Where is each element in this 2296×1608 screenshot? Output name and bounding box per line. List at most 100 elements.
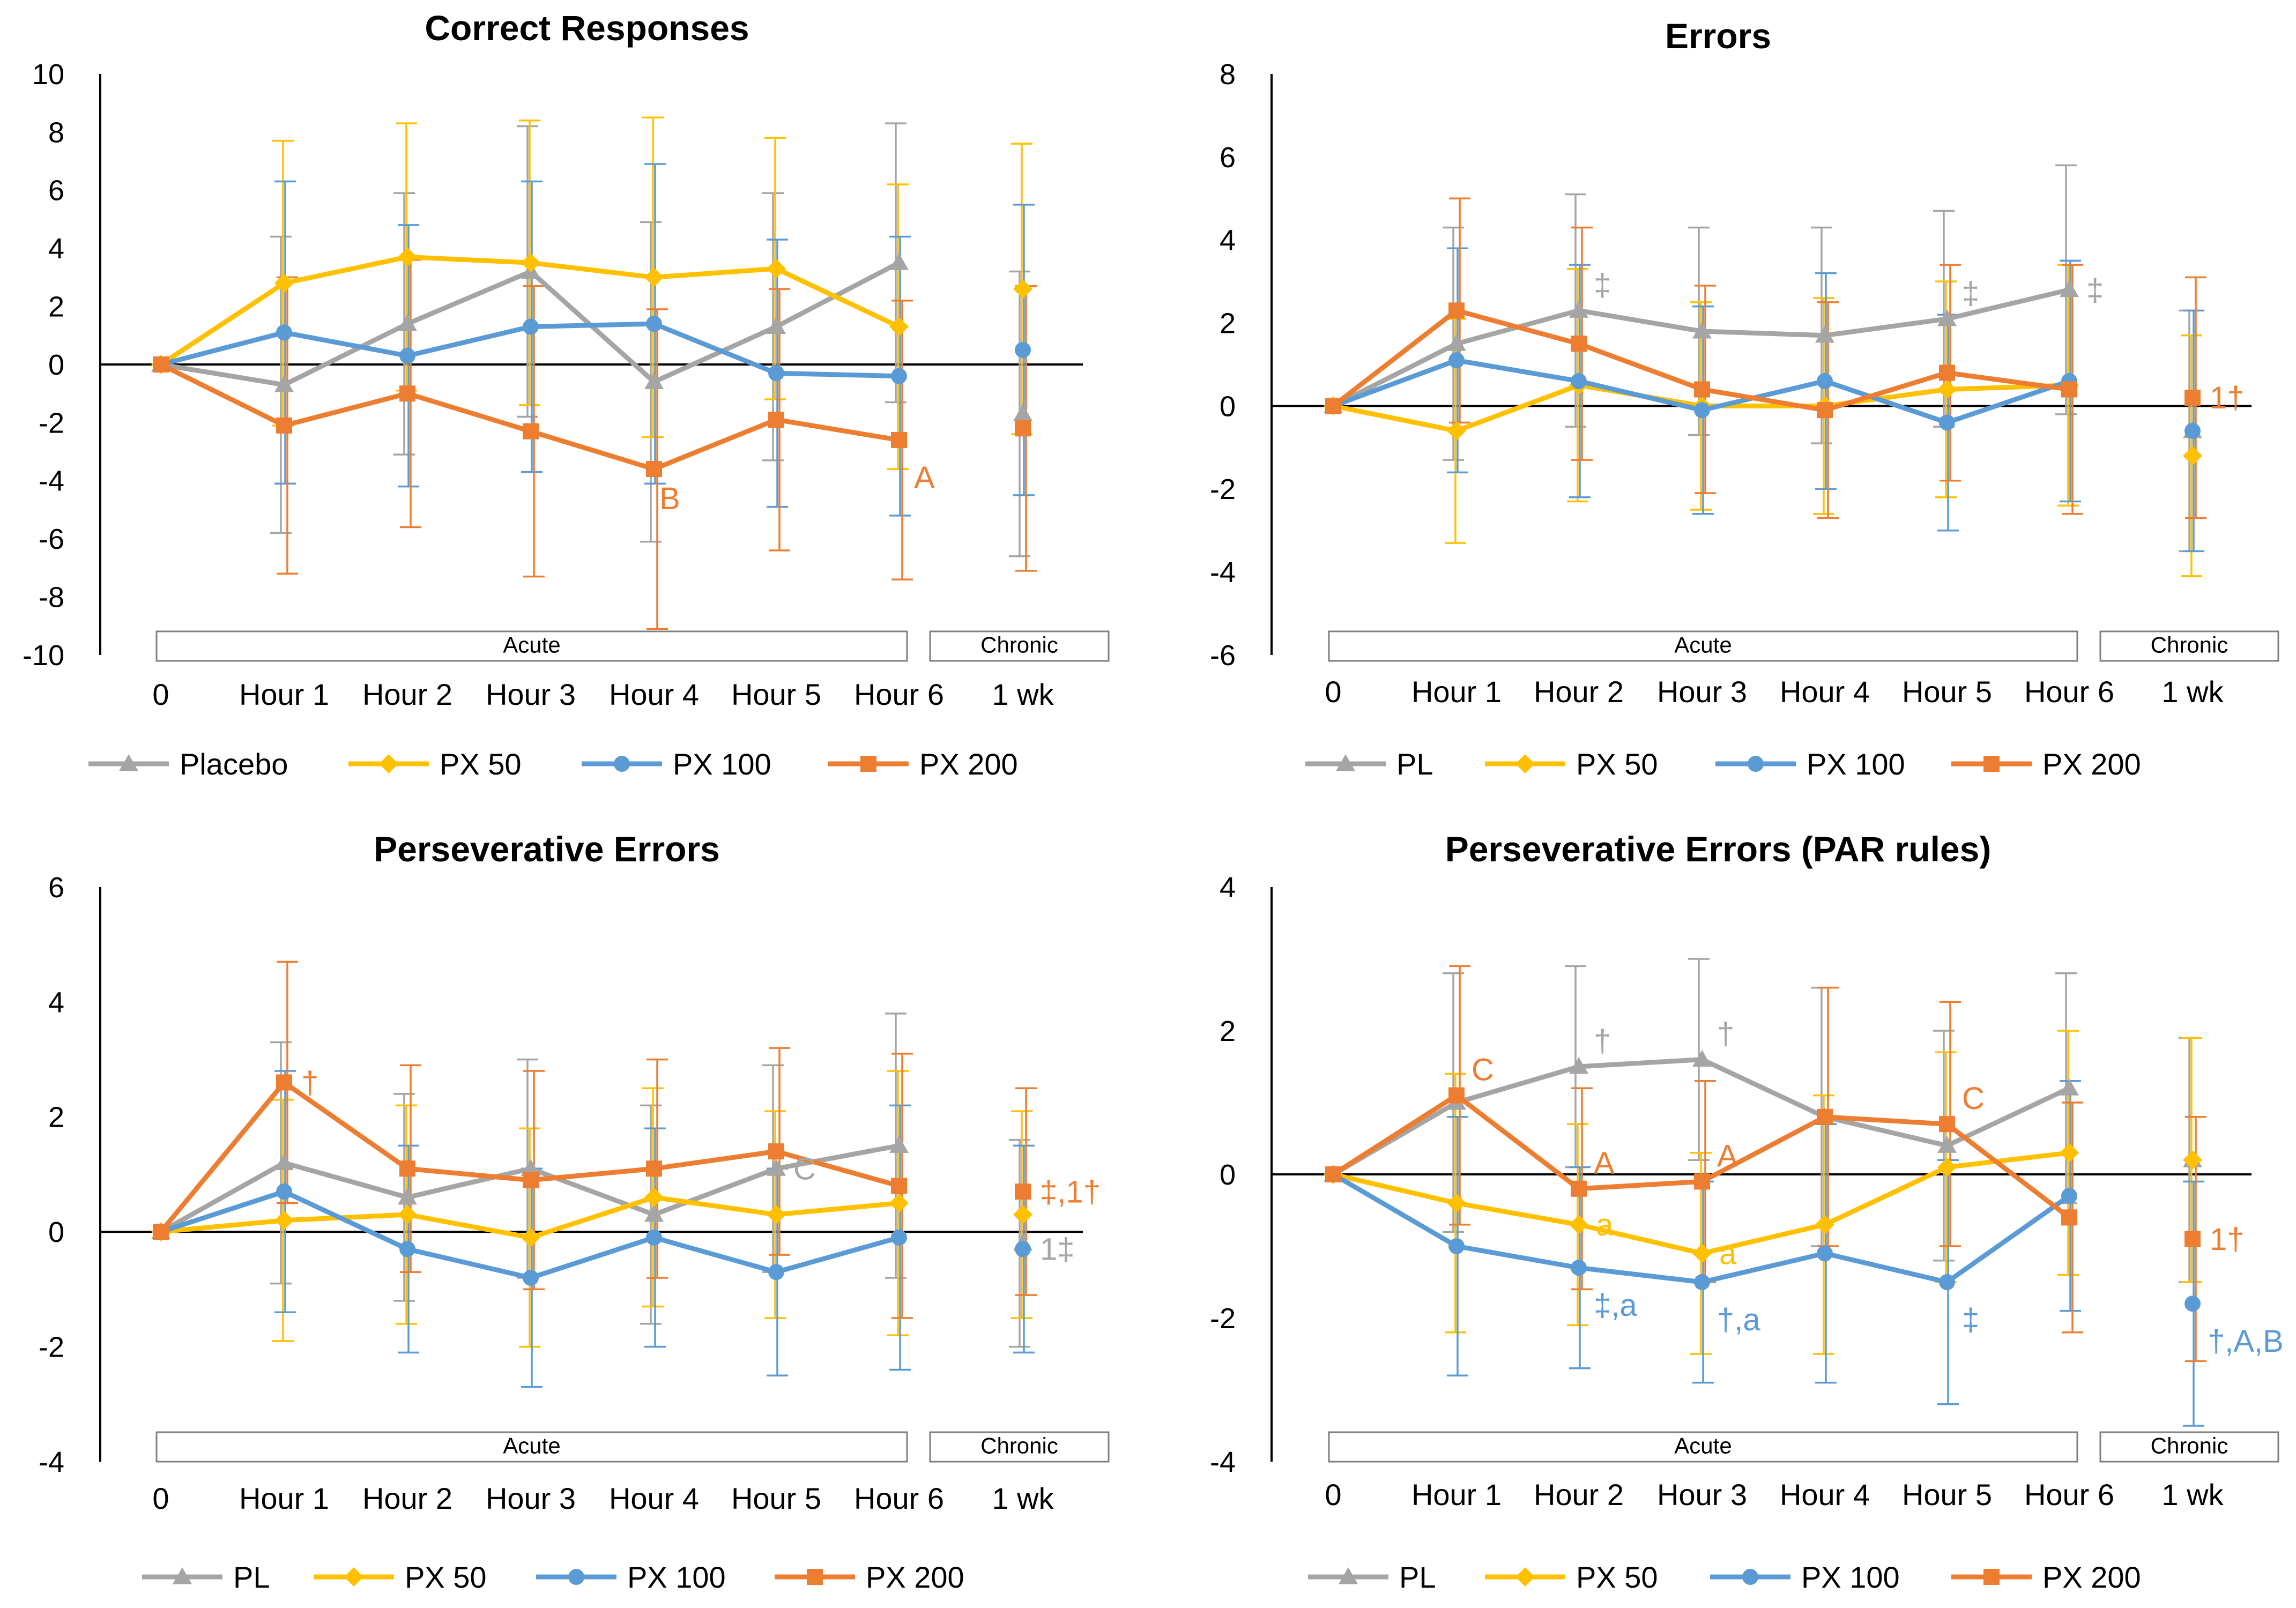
data-point: [399, 1160, 415, 1177]
y-tick-label: 2: [1220, 1015, 1236, 1047]
legend-label: PX 200: [919, 747, 1018, 781]
legend-swatch-marker: [614, 756, 630, 772]
data-point: [891, 431, 907, 448]
data-point: [891, 1178, 907, 1194]
annotation: C: [1472, 1053, 1494, 1088]
data-point: [646, 461, 662, 478]
data-point: [521, 1227, 540, 1247]
data-point: [398, 247, 417, 267]
data-point: [398, 1205, 417, 1225]
x-tick-label: Hour 2: [1534, 1478, 1624, 1512]
acute-group-label: Acute: [503, 632, 560, 658]
data-point: [276, 1074, 292, 1091]
data-point: [1937, 1136, 1957, 1153]
series-px-200: [1325, 302, 2201, 419]
data-point: [1571, 373, 1587, 389]
legend-item-px-200: PX 200: [775, 1560, 964, 1594]
data-point: [646, 1160, 662, 1177]
legend-label: PX 200: [2042, 747, 2141, 781]
annotation: a: [1719, 1237, 1737, 1271]
data-point: [768, 411, 784, 428]
annotation: †: [1594, 1024, 1611, 1059]
y-tick-label: 4: [1220, 225, 1236, 257]
legend-label: PX 50: [1576, 747, 1658, 781]
x-tick-label: Hour 4: [1780, 1478, 1870, 1512]
x-tick-label: 1 wk: [992, 678, 1054, 711]
annotation: †,A,B: [2208, 1324, 2284, 1359]
legend-label: PX 100: [1807, 747, 1905, 781]
legend-label: PX 100: [673, 747, 771, 781]
data-point: [1817, 373, 1833, 389]
legend-item-placebo: Placebo: [88, 747, 288, 781]
data-point: [1939, 1274, 1955, 1290]
legend-item-px-200: PX 200: [828, 747, 1018, 781]
x-tick-label: Hour 1: [1411, 1478, 1502, 1512]
data-point: [399, 385, 415, 402]
annotation: B: [659, 481, 680, 516]
data-point: [523, 318, 539, 335]
annotation: 1†: [2210, 381, 2245, 415]
data-point: [1937, 379, 1957, 399]
chart-correct-responses: Correct Responses 10 8 6 4 2 0 -2 -4 -6 -8 -10 Acute…: [23, 8, 1110, 781]
data-point: [274, 1153, 294, 1171]
data-point: [2061, 1209, 2077, 1226]
y-tick-label: -2: [1210, 1302, 1236, 1335]
chronic-group-label: Chronic: [980, 632, 1058, 658]
data-point: [2184, 1231, 2201, 1247]
x-tick-label: 0: [1325, 675, 1341, 709]
legend-label: PX 100: [1801, 1560, 1900, 1594]
data-point: [153, 1224, 169, 1240]
acute-group-box: [1328, 1431, 2078, 1463]
data-point: [767, 1159, 786, 1176]
x-tick-label: Hour 6: [854, 1482, 944, 1515]
error-bars-px-50: [1445, 264, 2202, 577]
x-tick-label: Hour 4: [609, 678, 699, 711]
data-point: [644, 267, 664, 287]
data-point: [2183, 1150, 2202, 1170]
y-tick-label: 0: [1220, 390, 1236, 422]
data-point: [523, 1269, 539, 1286]
x-tick-label: Hour 5: [1902, 675, 1992, 709]
annotation: ‡,1†: [1040, 1174, 1101, 1209]
annotation: C: [1962, 1081, 1985, 1116]
legend-item-pl: PL: [1308, 1560, 1436, 1594]
data-point: [889, 1136, 909, 1153]
data-point: [1013, 1205, 1032, 1225]
data-point: [768, 1264, 784, 1281]
x-tick-label: 1 wk: [2161, 1478, 2224, 1512]
data-point: [2061, 1188, 2077, 1204]
x-tick-label: Hour 2: [1534, 675, 1624, 709]
legend: Placebo PX 50 PX 100 PX 200: [88, 747, 1018, 781]
legend-label: PL: [233, 1560, 270, 1594]
data-point: [523, 423, 539, 440]
data-point: [276, 324, 292, 341]
annotation: A: [1594, 1146, 1615, 1181]
legend-swatch-marker: [568, 1569, 584, 1585]
data-point: [1448, 352, 1465, 369]
data-point: [768, 365, 784, 382]
error-bars-px-100: [274, 1070, 1035, 1388]
legend-swatch-marker: [1742, 1569, 1758, 1585]
legend-label: Placebo: [180, 747, 288, 781]
legend-swatch-marker: [860, 756, 876, 772]
acute-group-box: [155, 630, 908, 662]
x-tick-label: 0: [152, 678, 169, 711]
legend-swatch-marker: [1748, 756, 1764, 772]
legend-swatch-marker: [1336, 754, 1355, 771]
x-tick-label: 0: [1325, 1478, 1341, 1512]
data-point: [1015, 420, 1031, 437]
data-point: [2183, 446, 2202, 466]
legend-item-px-200: PX 200: [1951, 1560, 2141, 1594]
annotation: A: [914, 460, 935, 495]
series-px-50: [1324, 1143, 2202, 1263]
data-point: [1817, 402, 1833, 419]
legend-swatch-marker: [1339, 1567, 1358, 1584]
data-point: [1325, 398, 1341, 414]
legend-item-pl: PL: [142, 1560, 270, 1594]
data-point: [2060, 1078, 2079, 1096]
chart-perseverative-errors-par-rules: Perseverative Errors (PAR rules) 4 2 0 -2 -4 A…: [1210, 829, 2284, 1594]
data-point: [1817, 1245, 1833, 1262]
annotation: C: [793, 1152, 816, 1187]
legend-item-px-50: PX 50: [1485, 1560, 1658, 1594]
